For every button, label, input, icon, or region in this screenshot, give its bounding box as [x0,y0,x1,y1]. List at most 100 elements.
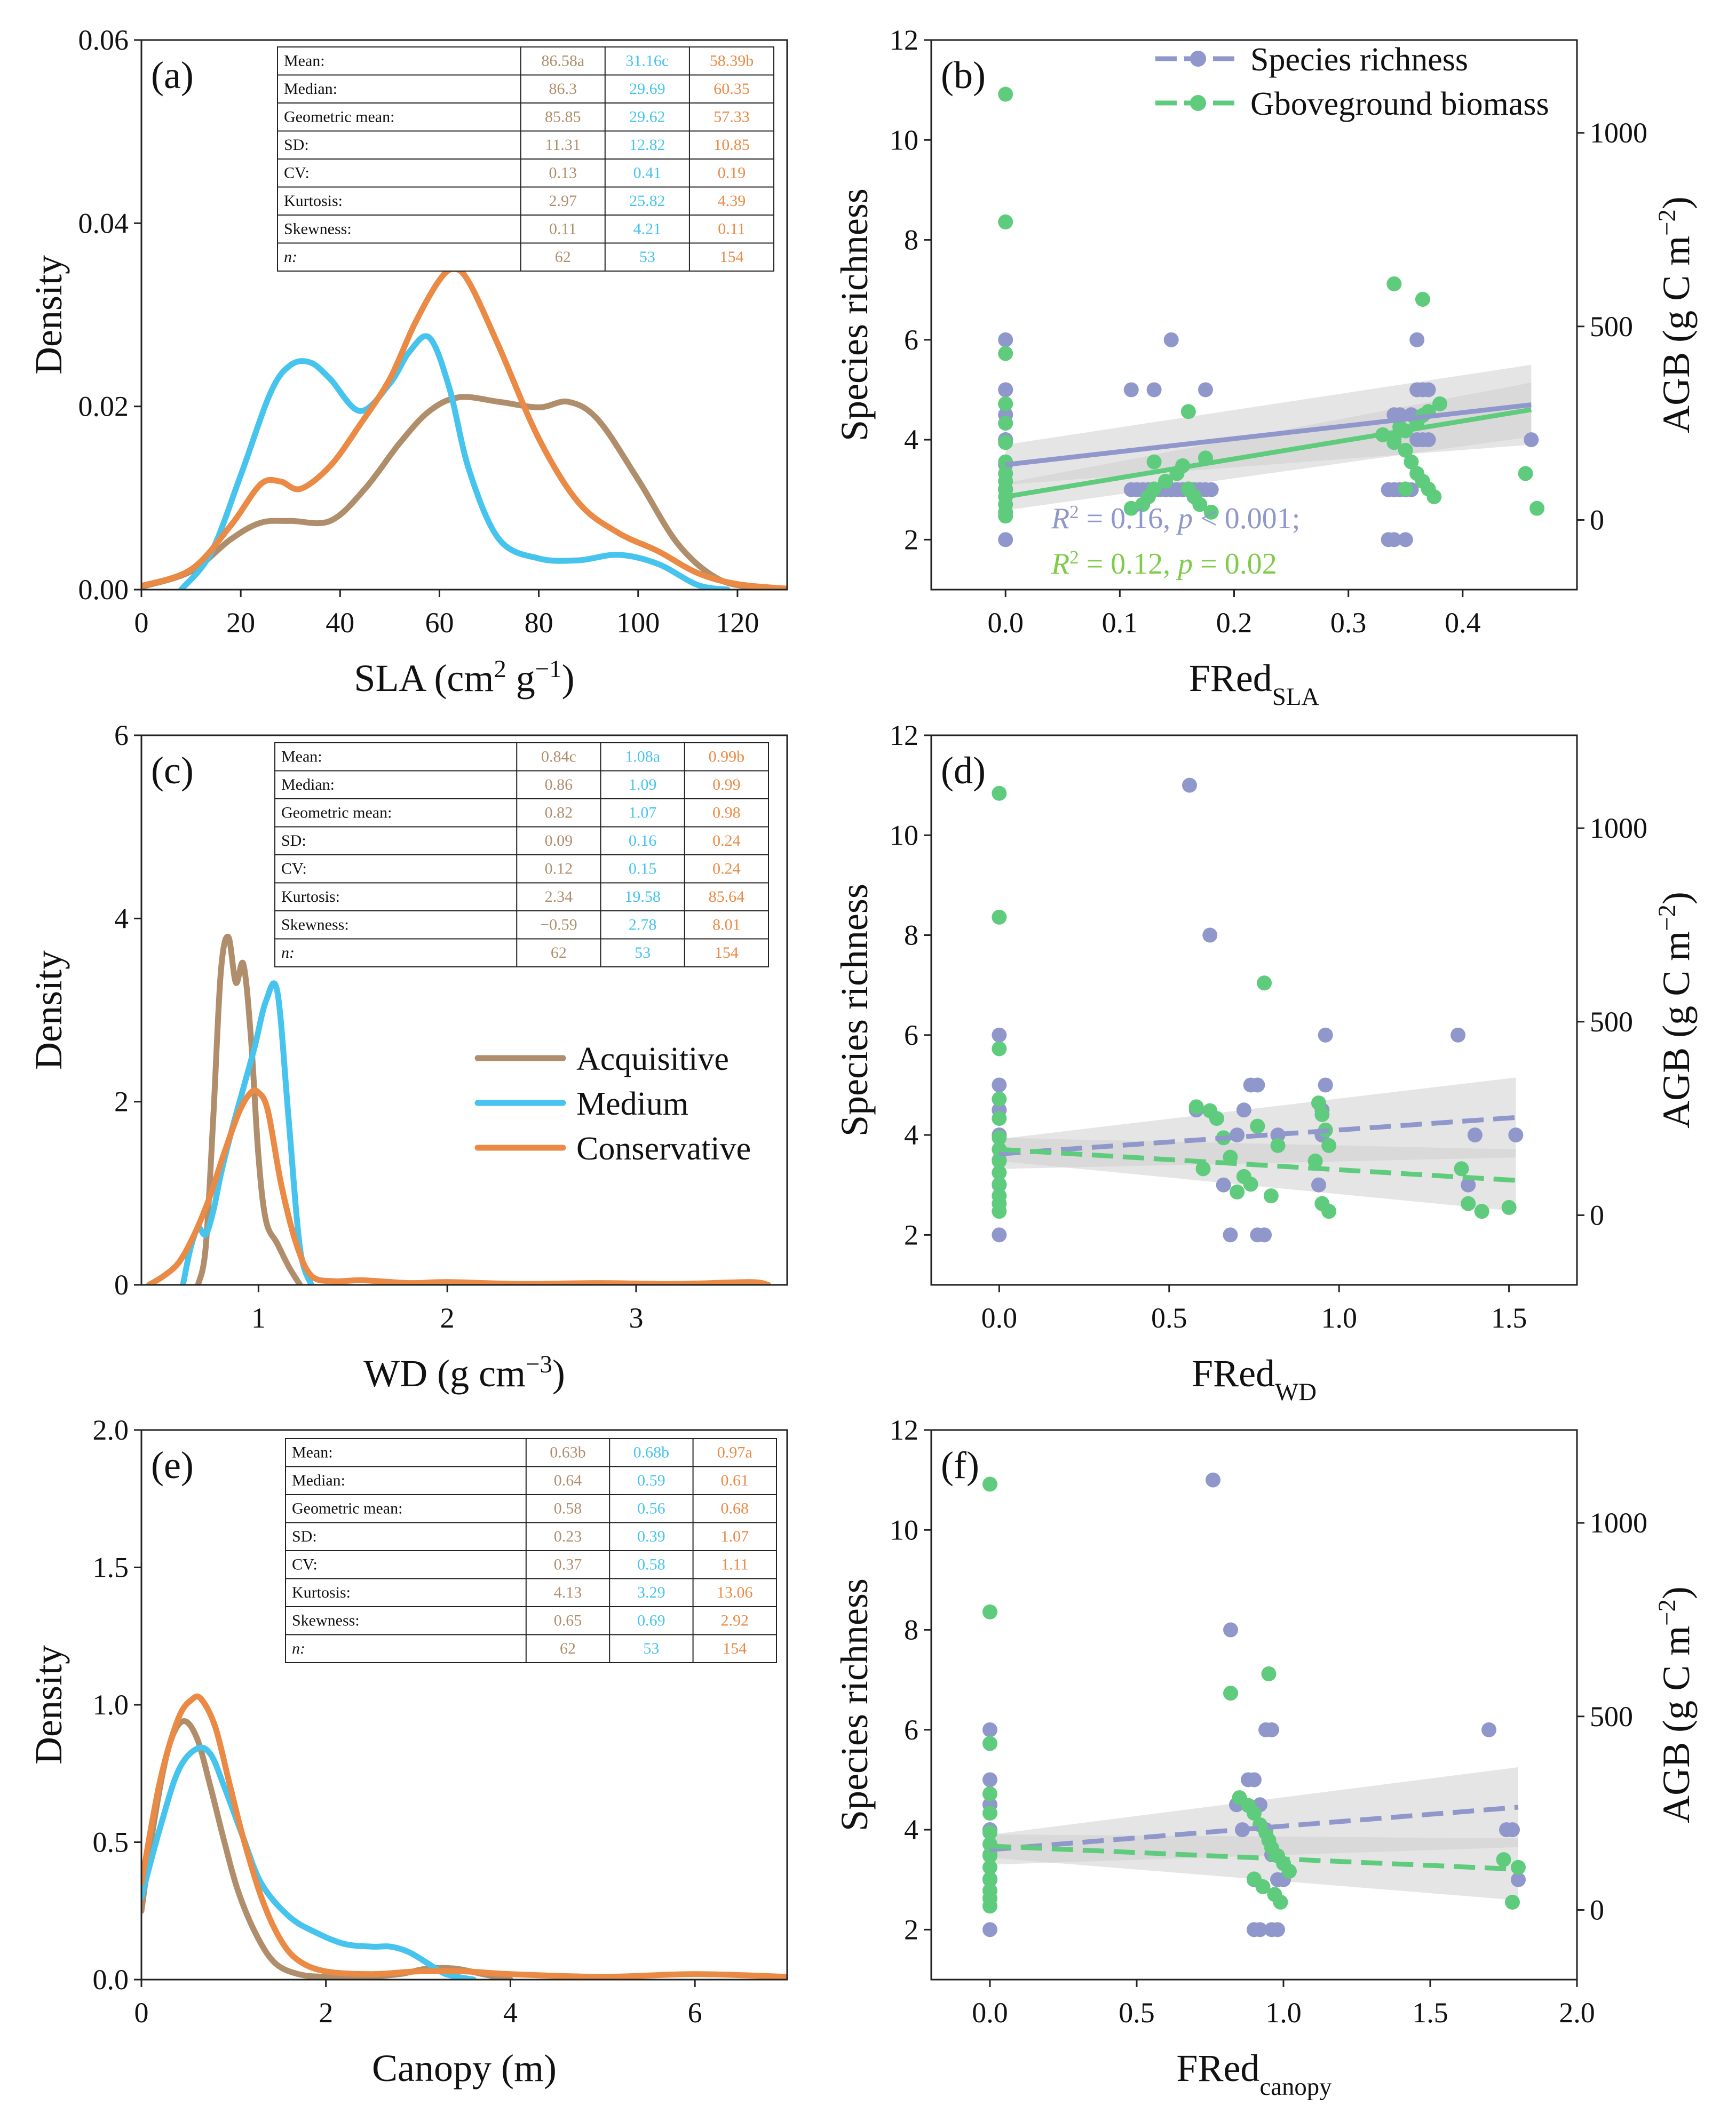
stat-label: CV: [284,164,310,182]
density-curve-conservative [141,266,787,590]
stat-value: 0.65 [554,1612,582,1630]
r2-annotation-richness-part: = 0.16, [1079,502,1178,535]
richness-point [992,1227,1007,1243]
x-axis-label-part: FRed [1189,657,1272,700]
agb-point [1496,1852,1511,1868]
x-axis-label: WD (g cm−3) [363,1351,565,1395]
richness-point [1230,1127,1245,1143]
agb-point [992,1204,1007,1219]
agb-point [998,214,1013,229]
y-tick-label: 0.5 [93,1826,129,1858]
stat-value: 57.33 [714,108,750,126]
richness-point [1524,432,1539,448]
x-axis-label-part: FRed [1176,2047,1259,2090]
agb-point [1158,473,1174,489]
agb-point [1474,1204,1489,1219]
x-tick-label: 1.0 [1321,1302,1357,1334]
richness-point [1163,332,1179,347]
stat-label: Geometric mean: [281,804,392,822]
stat-value: 2.34 [545,888,573,905]
fit-line-agb [1005,407,1532,499]
richness-point [1264,1722,1279,1737]
stat-value: 0.99b [709,748,745,766]
panel-label: (a) [151,54,194,97]
y-right-axis-label: AGB (g C m−2) [1653,1586,1698,1823]
panel-d: 0.0 0.5 1.0 1.5 2 4 6 8 10 12 0 500 1000 FRedWD Specie… [833,719,1698,1406]
x-tick-label: 0.4 [1445,607,1481,639]
density-curve-conservative [146,1087,772,1285]
richness-point [1409,332,1425,347]
richness-point [1182,777,1197,793]
y-right-axis-label-part: ) [1655,892,1698,904]
agb-point [1282,1863,1297,1879]
x-tick-label: 0.3 [1330,607,1367,639]
y-tick-label: 12 [890,719,918,751]
stat-label: SD: [292,1528,317,1545]
agb-point [1386,276,1402,291]
y-tick-label: 12 [890,1414,918,1446]
y-right-axis-label-part: ) [1655,196,1698,209]
agb-point [1398,481,1413,497]
stat-value: 25.82 [629,192,665,210]
stat-value: 0.64 [554,1472,582,1489]
x-tick-label: 6 [688,1997,702,2029]
stat-value: 0.58 [554,1500,582,1518]
stat-value: 0.24 [712,832,741,849]
y-right-axis-label-part: AGB (g C m [1655,236,1698,433]
density-curve-medium [180,980,314,1285]
panel-b: 0.0 0.1 0.2 0.3 0.4 2 4 6 8 10 12 0 500 1000 FRedSLA Sp… [833,24,1698,711]
stat-value: 0.99 [712,776,741,793]
panel-f: 0.0 0.5 1.0 1.5 2.0 2 4 6 8 10 12 0 500 1000 FRedcanop… [833,1414,1698,2101]
x-tick-label: 2 [440,1302,455,1334]
x-tick-label: 100 [616,607,660,639]
panel-c: 1 2 3 0 2 4 6 WD (g cm−3) Density (c) Mean: 0.84c 1.… [27,719,788,1395]
stat-value: 19.58 [624,888,661,905]
agb-point [982,1806,997,1821]
agb-point [1255,1879,1271,1894]
x-tick-label: 0.2 [1216,607,1253,639]
stat-value: 53 [643,1640,659,1657]
agb-point [1321,1204,1337,1219]
x-axis-label-part: WD (g cm [363,1352,526,1395]
x-axis-label-part: −3 [526,1351,552,1378]
x-tick-label: 0.1 [1102,607,1138,639]
agb-point [1192,497,1208,512]
agb-point [992,909,1007,925]
y-tick-label: 2 [904,523,918,555]
stat-value: 0.61 [721,1472,749,1489]
r2-annotation-agb: R2 = 0.12, p = 0.02 [1051,547,1277,581]
y-right-axis-label: AGB (g C m−2) [1653,892,1698,1129]
stat-value: 62 [555,248,571,266]
agb-point [982,1860,997,1875]
x-tick-label: 2 [319,1997,333,2029]
x-tick-label: 1.5 [1491,1302,1527,1334]
y-tick-label: 0.0 [93,1964,129,1996]
density-curve-acquisitive [141,1718,513,1980]
stat-value: 62 [560,1640,576,1657]
y-right-tick-label: 0 [1590,1199,1604,1231]
richness-point [1467,1127,1483,1143]
stat-label: n: [292,1640,305,1657]
stat-value: 0.13 [549,164,577,182]
agb-point [982,1825,997,1840]
y-right-tick-label: 1000 [1590,117,1647,149]
stat-value: 0.09 [545,832,573,849]
richness-point [982,1722,997,1737]
stat-value: 154 [719,248,743,266]
density-curve-medium [141,1744,477,1980]
y-tick-label: 10 [890,1514,918,1546]
x-axis-label: FRedSLA [1189,657,1320,711]
richness-point [1236,1102,1251,1118]
stat-value: 0.24 [712,860,741,878]
richness-point [1123,382,1139,398]
y-tick-label: 4 [114,902,129,934]
legend-marker [1190,51,1206,67]
stat-value: 85.85 [545,108,581,126]
stat-label: Kurtosis: [281,888,340,905]
panel-label: (f) [941,1444,979,1487]
y-axis-label: Density [27,255,70,375]
stat-label: Mean: [281,748,322,766]
stat-value: 11.31 [545,136,581,154]
richness-point [998,382,1013,398]
agb-point [1250,1118,1265,1134]
